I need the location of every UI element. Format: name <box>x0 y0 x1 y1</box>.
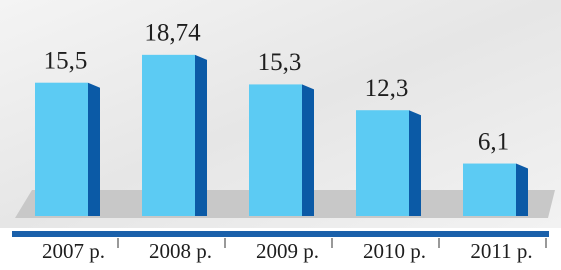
x-tick-label: 2007 р. <box>42 239 105 263</box>
value-label: 15,3 <box>258 49 302 76</box>
bar <box>249 84 302 216</box>
value-label: 6,1 <box>478 128 509 155</box>
value-label: 18,74 <box>144 20 201 47</box>
axis-line <box>12 231 549 237</box>
x-tick-label: 2008 р. <box>149 239 212 263</box>
page: 15,5 2007 р. 18,74 2008 р. 15,3 2009 р. 12,3 20… <box>0 0 561 270</box>
bar-side <box>195 55 207 216</box>
value-label: 12,3 <box>365 75 409 102</box>
bar-side <box>88 83 100 216</box>
value-label: 15,5 <box>44 47 88 74</box>
x-tick-label: 2009 р. <box>256 239 319 263</box>
bar <box>142 55 195 216</box>
chart: 15,5 2007 р. 18,74 2008 р. 15,3 2009 р. 12,3 20… <box>0 0 561 270</box>
bar-side <box>516 164 528 216</box>
bar <box>35 83 88 216</box>
bar <box>463 164 516 216</box>
bar <box>356 110 409 216</box>
x-tick-label: 2011 р. <box>470 239 532 263</box>
bar-side <box>409 110 421 216</box>
bar-side <box>302 84 314 216</box>
x-tick-label: 2010 р. <box>363 239 426 263</box>
